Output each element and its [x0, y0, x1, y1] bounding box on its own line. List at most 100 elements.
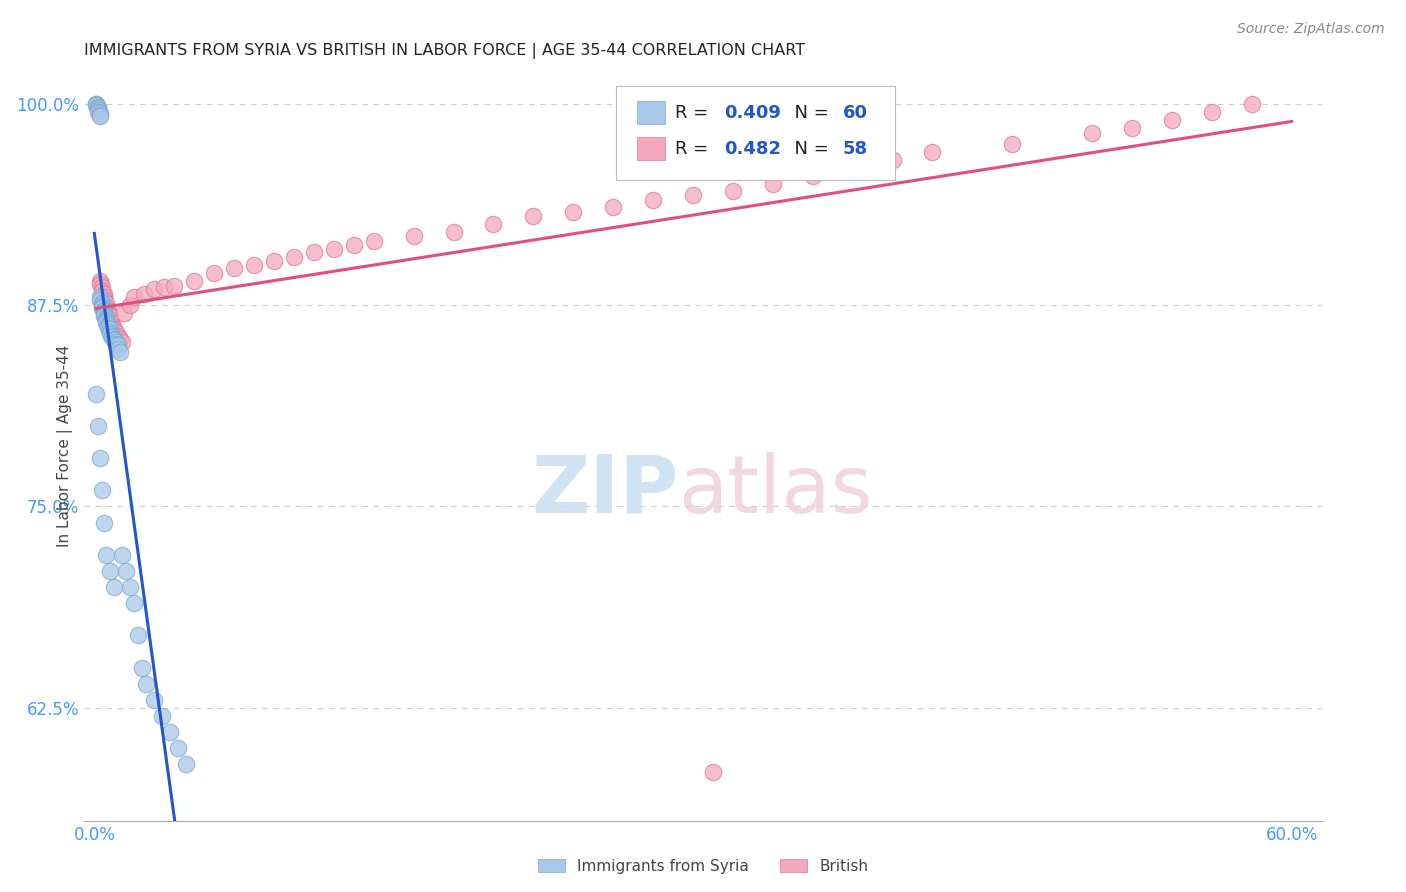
Point	[143, 693, 166, 707]
Point	[97, 320, 120, 334]
Point	[103, 334, 125, 348]
Point	[110, 332, 132, 346]
Point	[93, 293, 115, 308]
Point	[89, 274, 111, 288]
Text: atlas: atlas	[678, 452, 873, 530]
Point	[101, 330, 124, 344]
Point	[243, 258, 266, 272]
Point	[89, 106, 111, 120]
Point	[167, 741, 190, 756]
Point	[921, 145, 943, 159]
Point	[115, 564, 138, 578]
Point	[96, 312, 118, 326]
Point	[96, 310, 118, 325]
Point	[135, 676, 157, 690]
Point	[322, 242, 344, 256]
Point	[93, 286, 115, 301]
Point	[96, 548, 118, 562]
Point	[86, 96, 108, 111]
Point	[89, 110, 111, 124]
Bar	[637, 102, 665, 124]
Point	[131, 660, 153, 674]
Point	[107, 338, 129, 352]
Point	[98, 310, 121, 324]
Point	[86, 386, 108, 401]
Point	[93, 290, 115, 304]
Point	[222, 260, 245, 275]
Point	[159, 725, 181, 739]
Point	[1081, 126, 1104, 140]
Point	[101, 316, 124, 330]
Text: R =: R =	[675, 139, 713, 158]
Point	[97, 318, 120, 333]
Point	[841, 161, 863, 175]
Point	[801, 169, 824, 183]
Point	[127, 628, 149, 642]
Point	[103, 332, 125, 346]
Point	[153, 280, 176, 294]
Bar	[637, 137, 665, 160]
Point	[202, 266, 225, 280]
Point	[91, 298, 114, 312]
Point	[402, 228, 425, 243]
Point	[120, 298, 142, 312]
Point	[363, 234, 385, 248]
Point	[96, 314, 118, 328]
Point	[87, 102, 110, 116]
Point	[96, 316, 118, 330]
Point	[111, 548, 134, 562]
Point	[343, 238, 366, 252]
Text: 0.409: 0.409	[724, 103, 780, 121]
Point	[93, 308, 115, 322]
Legend: Immigrants from Syria, British: Immigrants from Syria, British	[531, 853, 875, 880]
Point	[91, 284, 114, 298]
Point	[122, 290, 145, 304]
Point	[105, 334, 128, 349]
Point	[120, 580, 142, 594]
Text: 58: 58	[842, 139, 868, 158]
Point	[97, 306, 120, 320]
Point	[110, 344, 132, 359]
Point	[98, 326, 121, 341]
Point	[721, 184, 744, 198]
Point	[91, 296, 114, 310]
Point	[302, 244, 325, 259]
Point	[443, 226, 465, 240]
Y-axis label: In Labor Force | Age 35-44: In Labor Force | Age 35-44	[58, 345, 73, 547]
Point	[93, 306, 115, 320]
Point	[762, 177, 785, 191]
Point	[112, 306, 135, 320]
Point	[98, 322, 121, 336]
Text: IMMIGRANTS FROM SYRIA VS BRITISH IN LABOR FORCE | AGE 35-44 CORRELATION CHART: IMMIGRANTS FROM SYRIA VS BRITISH IN LABO…	[84, 43, 806, 59]
Point	[111, 334, 134, 349]
Point	[882, 153, 904, 167]
Point	[1240, 96, 1263, 111]
Text: ZIP: ZIP	[531, 452, 678, 530]
Point	[87, 103, 110, 117]
Text: 60: 60	[842, 103, 868, 121]
Point	[105, 326, 128, 340]
Point	[183, 274, 205, 288]
Point	[143, 282, 166, 296]
Point	[97, 302, 120, 317]
Text: N =: N =	[783, 103, 835, 121]
Point	[643, 194, 665, 208]
Text: R =: R =	[675, 103, 713, 121]
Point	[150, 709, 173, 723]
Point	[89, 451, 111, 466]
Point	[87, 418, 110, 433]
Point	[103, 580, 125, 594]
FancyBboxPatch shape	[616, 87, 894, 180]
Point	[122, 596, 145, 610]
Point	[562, 204, 585, 219]
Text: Source: ZipAtlas.com: Source: ZipAtlas.com	[1237, 22, 1385, 37]
Point	[98, 326, 121, 340]
Point	[93, 310, 115, 324]
Point	[105, 336, 128, 351]
Point	[107, 342, 129, 356]
Point	[89, 290, 111, 304]
Point	[1001, 136, 1024, 151]
Point	[98, 564, 121, 578]
Point	[89, 293, 111, 308]
Point	[101, 328, 124, 343]
